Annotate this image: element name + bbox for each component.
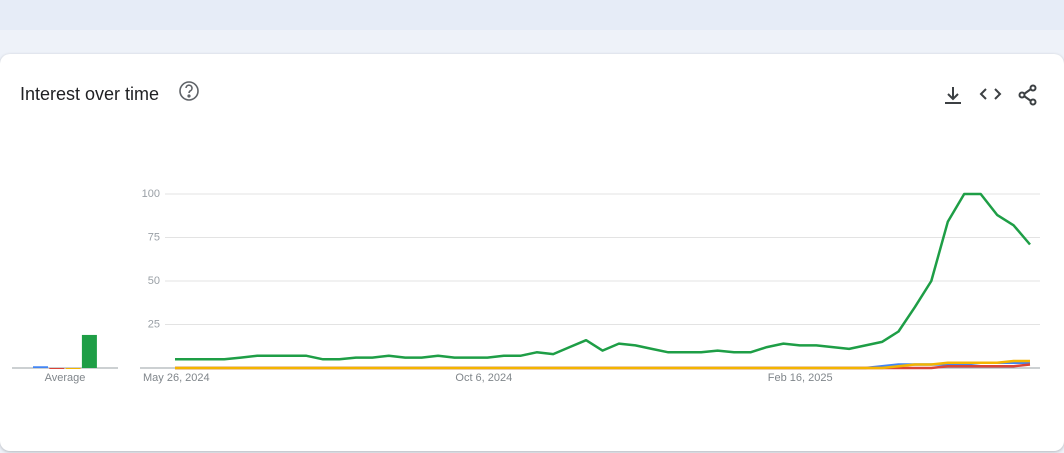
download-icon[interactable] (945, 87, 961, 104)
embed-icon[interactable] (979, 88, 1002, 100)
average-bar (33, 366, 48, 368)
average-label: Average (45, 372, 86, 384)
average-bar (65, 368, 81, 369)
series-line (175, 192, 1031, 361)
card (0, 54, 1064, 451)
x-tick-label: Oct 6, 2024 (455, 372, 512, 384)
series-line (175, 359, 1030, 370)
y-tick-label: 75 (148, 231, 160, 243)
y-tick-label: 25 (148, 318, 160, 330)
x-tick-label: Feb 16, 2025 (768, 372, 833, 384)
top-band (0, 0, 1064, 30)
share-icon[interactable] (1018, 84, 1037, 106)
average-bar (81, 334, 97, 368)
help-icon[interactable] (179, 81, 199, 101)
y-tick-label: 100 (142, 188, 160, 200)
x-tick-label: May 26, 2024 (143, 372, 210, 384)
average-bar (49, 368, 65, 369)
y-tick-label: 50 (148, 275, 160, 287)
chart-title: Interest over time (20, 84, 159, 104)
